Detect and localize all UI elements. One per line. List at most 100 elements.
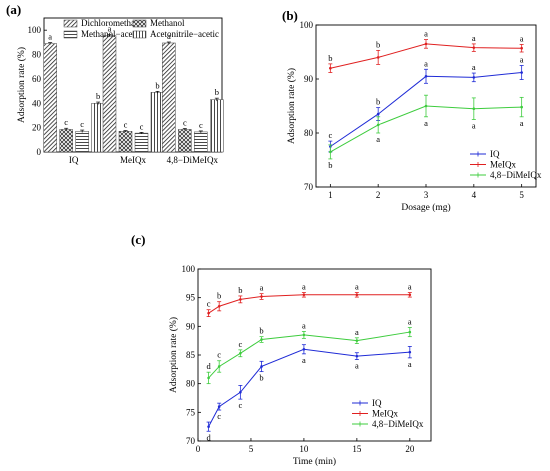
x-tick-label: 5 [519, 190, 524, 200]
significance-letter: a [302, 282, 306, 292]
legend-label: Methanol−acetic [81, 29, 142, 39]
significance-letter: c [217, 350, 221, 360]
data-point [472, 107, 476, 110]
data-point [217, 365, 221, 368]
y-tick-label: 100 [28, 25, 42, 35]
x-tick-label: 1 [328, 190, 333, 200]
data-point [376, 56, 380, 59]
x-tick-label: 10 [299, 444, 309, 454]
panel-a-bar-chart: (a) 0 20 40 60 80 100 Adsorption rate (%) IQ a c c b… [6, 2, 224, 165]
data-point [207, 311, 210, 315]
significance-letter: a [355, 327, 359, 337]
x-tick-label: 20 [405, 444, 415, 454]
bar [150, 92, 165, 153]
bar [118, 131, 133, 153]
significance-letter: a [355, 282, 359, 292]
data-point [260, 338, 263, 341]
y-tick-label: 40 [32, 98, 42, 108]
bar [162, 42, 176, 153]
data-point [424, 42, 428, 46]
significance-letter: c [140, 121, 144, 131]
significance-letter: a [520, 55, 524, 65]
data-point [207, 376, 210, 380]
significance-letter: b [259, 326, 263, 336]
bar [91, 103, 105, 153]
significance-letter: a [355, 361, 359, 371]
x-tick-label: MeIQx [120, 155, 146, 165]
data-point [472, 76, 476, 79]
significance-letter: a [48, 32, 52, 42]
data-point [302, 333, 306, 337]
data-point [329, 150, 332, 154]
series-line [208, 294, 410, 314]
significance-letter: a [167, 31, 171, 41]
y-axis-label: Adsorption rate (%) [168, 317, 179, 393]
bar [102, 35, 117, 153]
data-point [424, 104, 428, 108]
data-point [239, 351, 242, 355]
legend-label: 4,8−DiMeIQx [490, 170, 542, 180]
x-tick-label: 4,8−DiMeIQx [167, 155, 219, 165]
significance-letter: b [259, 373, 263, 383]
data-point [217, 304, 221, 308]
legend-label: MeIQx [372, 409, 398, 419]
y-tick-label: 80 [304, 128, 314, 138]
legend-label: Acetonitrile−acetic [150, 29, 219, 39]
bar [194, 131, 208, 153]
y-tick-label: 20 [32, 123, 42, 133]
data-point [207, 425, 210, 428]
bar [43, 43, 57, 153]
y-tick-label: 75 [186, 407, 196, 417]
legend-label: IQ [372, 398, 382, 408]
data-point [408, 330, 412, 334]
y-tick-label: 0 [37, 147, 42, 157]
legend-label: Methanol [150, 18, 185, 28]
significance-letter: a [302, 320, 306, 330]
data-point [355, 293, 359, 297]
significance-letter: c [183, 117, 187, 127]
data-point [424, 75, 428, 78]
data-point [408, 350, 412, 354]
significance-letter: a [408, 316, 412, 326]
bar [178, 129, 192, 153]
significance-letter: a [408, 282, 412, 292]
data-point [520, 46, 523, 50]
data-point [376, 123, 380, 127]
data-point [408, 293, 412, 297]
bar [210, 99, 224, 153]
significance-letter: a [520, 33, 524, 43]
x-tick-label: 4 [472, 190, 477, 200]
significance-letter: c [217, 411, 221, 421]
data-point [520, 105, 523, 109]
y-tick-label: 85 [186, 350, 196, 360]
significance-letter: a [302, 355, 306, 365]
significance-letter: b [215, 87, 219, 97]
significance-letter: b [376, 39, 380, 49]
significance-letter: a [408, 359, 412, 369]
y-tick-label: 80 [186, 379, 196, 389]
data-point [217, 405, 221, 408]
x-tick-label: 0 [196, 444, 201, 454]
significance-letter: b [376, 97, 380, 107]
significance-letter: a [108, 24, 112, 34]
y-tick-label: 90 [304, 74, 314, 84]
x-tick-label: 2 [376, 190, 381, 200]
significance-letter: d [206, 432, 211, 442]
significance-letter: c [80, 119, 84, 129]
bar [134, 132, 149, 153]
significance-letter: c [238, 339, 242, 349]
legend-swatch [63, 19, 78, 28]
y-tick-label: 70 [304, 182, 314, 192]
significance-letter: a [376, 134, 380, 144]
data-point [329, 66, 332, 70]
data-point [239, 298, 242, 301]
x-tick-label: 3 [424, 190, 429, 200]
significance-letter: a [520, 118, 524, 128]
legend-label: 4,8−DiMeIQx [372, 419, 424, 429]
panel-b-dosage-chart: (b) 70 80 90 100 1 2 3 4 5 Dosage (mg) Adsorption r… [282, 8, 542, 213]
legend-label: IQ [490, 149, 500, 159]
y-tick-label: 95 [186, 293, 196, 303]
data-point [260, 295, 263, 298]
significance-letter: c [199, 120, 203, 130]
